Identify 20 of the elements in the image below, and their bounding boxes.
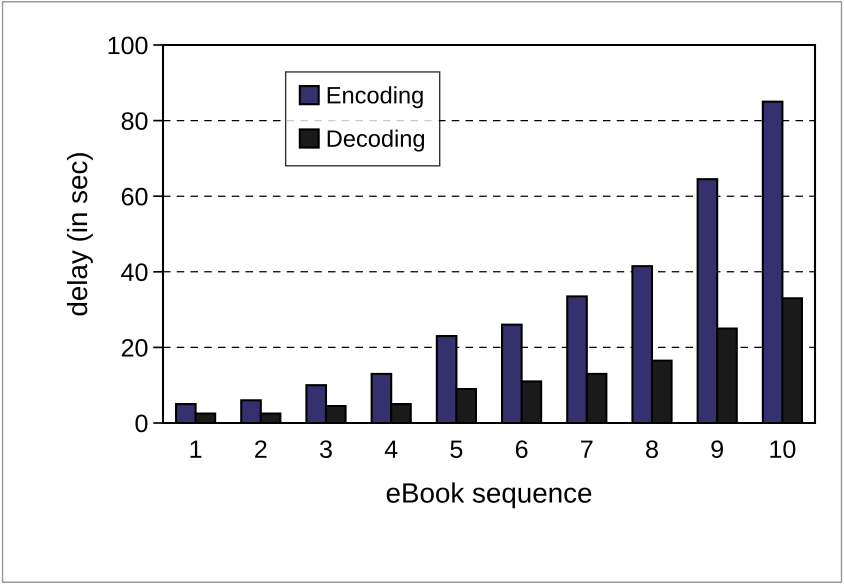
x-tick-label: 3 [320, 440, 332, 458]
x-tick-label: 8 [646, 440, 658, 458]
x-tick-label: 10 [770, 440, 796, 458]
legend-label: Encoding [328, 86, 423, 108]
x-axis-title: eBook sequence [386, 482, 592, 508]
y-tick-label: 60 [122, 188, 148, 206]
y-tick-label: 20 [122, 339, 148, 357]
x-tick-label: 1 [190, 440, 202, 458]
x-tick-label: 7 [581, 440, 592, 458]
y-tick-label: 40 [121, 263, 148, 282]
x-tick-label: 4 [384, 440, 398, 458]
x-tick-label: 5 [450, 440, 462, 458]
y-axis-title: delay (in sec) [66, 153, 93, 316]
x-tick-label: 2 [255, 440, 266, 458]
x-tick-label: 9 [711, 440, 723, 458]
y-tick-label: 100 [108, 36, 148, 54]
y-tick-label: 0 [135, 414, 148, 432]
x-tick-label: 6 [516, 440, 528, 458]
legend-label: Decoding [328, 130, 424, 152]
y-tick-label: 80 [122, 112, 148, 130]
